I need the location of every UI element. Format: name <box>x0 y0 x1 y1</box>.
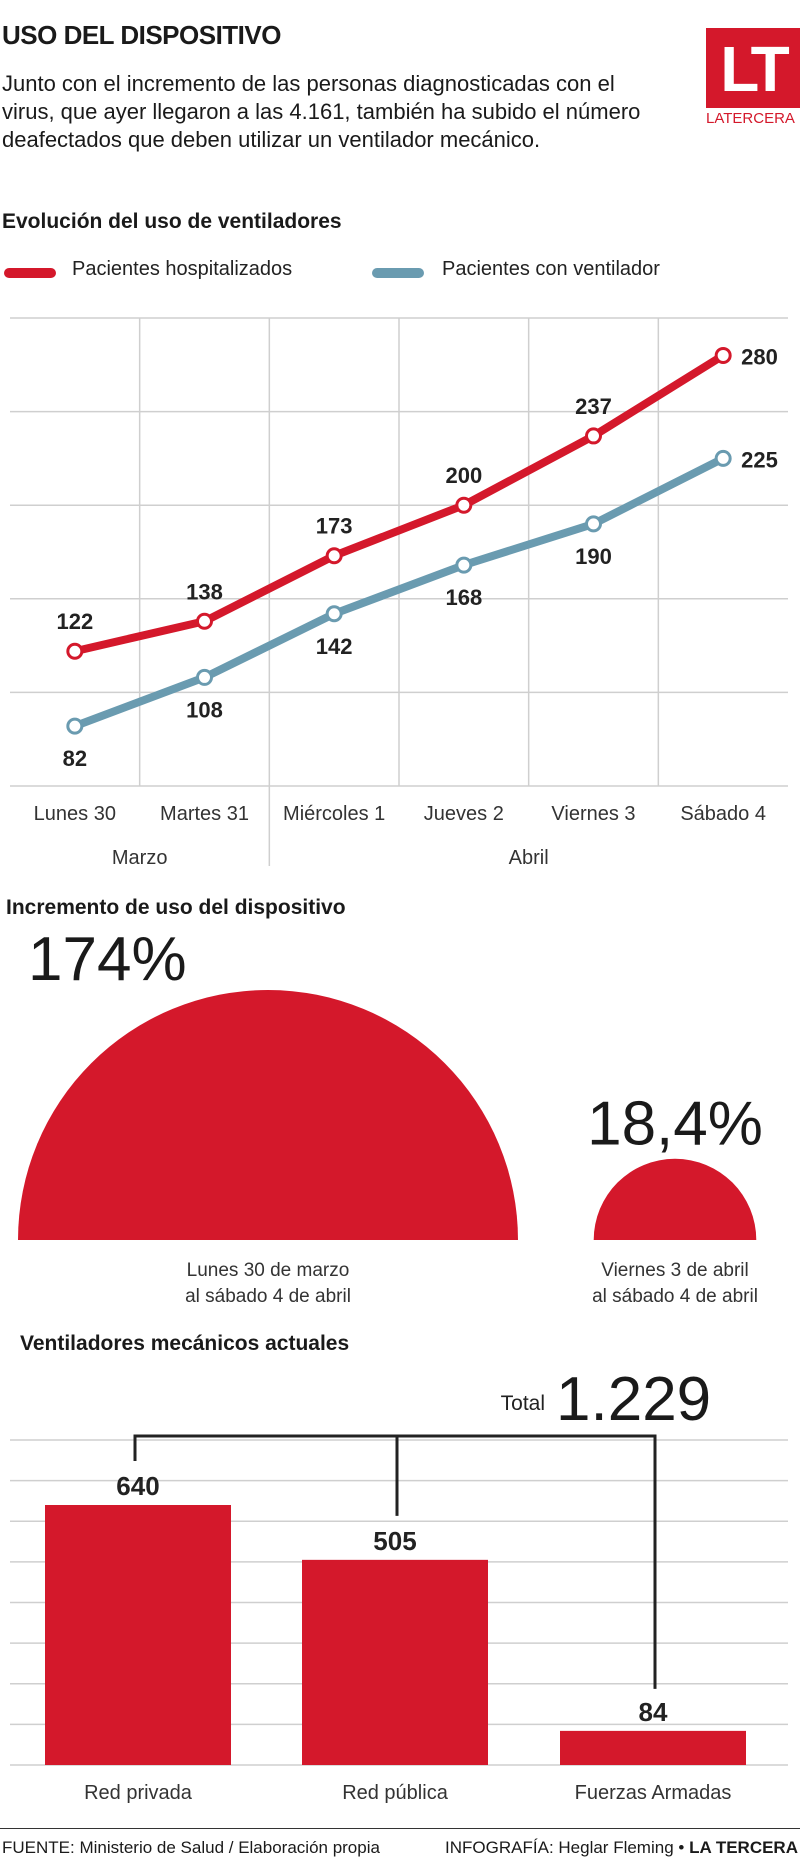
x-tick-label: Miércoles 1 <box>283 803 385 825</box>
la-tercera-logo: LT LATERCERA <box>706 28 800 138</box>
increment-value: 174% <box>28 930 187 994</box>
footer-divider <box>0 1828 800 1829</box>
increment-period-line1: Viernes 3 de abril <box>601 1260 749 1281</box>
data-label: 280 <box>741 344 778 369</box>
line-chart: Lunes 30 Martes 31 Miércoles 1 Jueves 2 Vier… <box>10 317 788 869</box>
x-tick-label: Martes 31 <box>160 803 249 825</box>
data-label: 190 <box>575 544 612 569</box>
data-label: 237 <box>575 394 612 419</box>
legend-label-ventilador: Pacientes con ventilador <box>442 258 660 280</box>
legend-swatch-hospitalizados <box>4 268 56 278</box>
increment-title: Incremento de uso del dispositivo <box>6 896 346 919</box>
logo-word: LATERCERA <box>706 110 795 127</box>
series-line-ventilador <box>70 454 728 731</box>
x-tick-label: Jueves 2 <box>424 803 504 825</box>
data-label: 122 <box>56 609 93 634</box>
data-label: 142 <box>316 634 353 659</box>
data-label: 138 <box>186 579 223 604</box>
data-label: 108 <box>186 697 223 722</box>
intro-paragraph: Junto con el incremento de las personas … <box>2 71 641 152</box>
data-point <box>714 449 732 467</box>
data-point <box>196 668 213 686</box>
series-line-hospitalizados <box>70 351 728 656</box>
month-label: Abril <box>509 847 549 869</box>
data-point <box>585 427 602 445</box>
data-point <box>455 496 473 514</box>
data-point <box>455 556 473 574</box>
increment-period-line2: al sábado 4 de abril <box>592 1286 758 1307</box>
bar-1 <box>45 1505 231 1765</box>
data-label: 200 <box>445 463 482 488</box>
bar-category-label: Fuerzas Armadas <box>575 1782 732 1804</box>
total-value: 1.229 <box>556 1365 711 1434</box>
bar-3 <box>560 1730 746 1765</box>
increment-period-line2: al sábado 4 de abril <box>185 1286 351 1307</box>
line-chart-legend: Pacientes hospitalizados Pacientes con v… <box>0 258 800 288</box>
bar-value-label: 505 <box>373 1526 416 1556</box>
bar-category-label: Red pública <box>342 1782 449 1804</box>
legend-label-hospitalizados: Pacientes hospitalizados <box>72 258 293 280</box>
semicircle-2 <box>593 1158 757 1240</box>
increment-chart: 174% Lunes 30 de marzo al sábado 4 de abri… <box>18 930 763 1307</box>
bar-value-label: 84 <box>639 1697 668 1727</box>
legend-swatch-ventilador <box>372 268 424 278</box>
data-point <box>714 346 732 364</box>
page-title: USO DEL DISPOSITIVO <box>2 20 281 50</box>
bar-chart-title: Ventiladores mecánicos actuales <box>20 1332 350 1355</box>
data-label: 225 <box>741 447 778 472</box>
semicircle-1 <box>18 990 518 1240</box>
bar-2 <box>302 1559 488 1765</box>
data-label: 173 <box>316 514 353 539</box>
data-point <box>66 717 84 735</box>
x-tick-label: Sábado 4 <box>680 803 766 825</box>
total-label: Total <box>501 1392 545 1415</box>
data-point <box>325 547 343 565</box>
data-label: 168 <box>445 585 482 610</box>
footer-source: FUENTE: Ministerio de Salud / Elaboració… <box>2 1838 380 1857</box>
total-bracket <box>133 1434 657 1689</box>
data-label: 82 <box>63 746 87 771</box>
bar-value-label: 640 <box>116 1471 159 1501</box>
bar-category-label: Red privada <box>84 1782 193 1804</box>
increment-period-line1: Lunes 30 de marzo <box>187 1260 350 1281</box>
data-point <box>66 642 84 660</box>
footer-credit: INFOGRAFÍA: Heglar Fleming • LA TERCERA <box>445 1838 798 1858</box>
bar-chart: 640 Red privada 505 Red pública 84 Fuerzas Ar… <box>10 1365 788 1804</box>
x-tick-label: Viernes 3 <box>551 803 635 825</box>
data-point <box>196 612 213 630</box>
data-point <box>325 605 343 623</box>
data-point <box>585 515 602 533</box>
footer-credit-brand: LA TERCERA <box>689 1838 798 1857</box>
increment-value: 18,4% <box>587 1090 763 1159</box>
line-chart-title: Evolución del uso de ventiladores <box>2 210 342 233</box>
month-label: Marzo <box>112 847 168 869</box>
logo-mark: LT <box>706 28 800 108</box>
x-tick-label: Lunes 30 <box>34 803 116 825</box>
footer-credit-prefix: INFOGRAFÍA: Heglar Fleming • <box>445 1838 685 1857</box>
